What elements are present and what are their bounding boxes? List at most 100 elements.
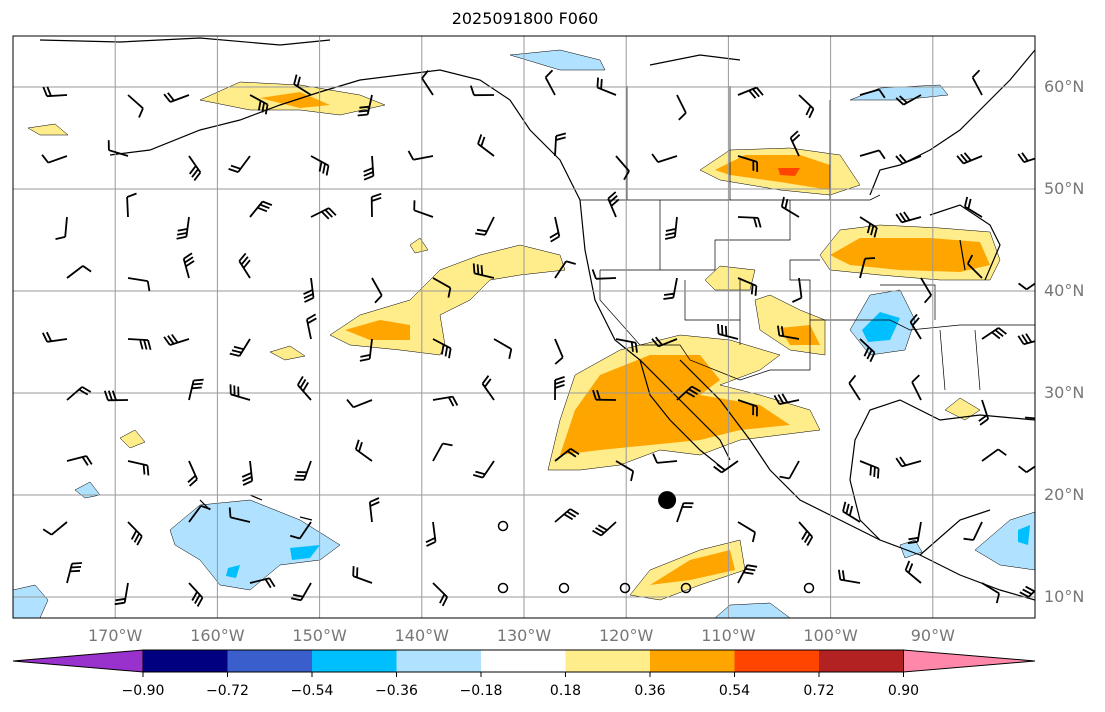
graticule <box>13 36 1035 618</box>
coastlines <box>39 37 1035 601</box>
wind-barb <box>103 390 129 402</box>
wind-barb <box>354 439 373 462</box>
wind-barb <box>1018 282 1035 291</box>
wind-barb <box>310 207 337 220</box>
latitude-label: 50°N <box>1044 179 1085 198</box>
wind-barb <box>777 325 800 340</box>
wind-barb <box>966 254 983 279</box>
colorbar-tick-label: 0.54 <box>718 683 751 699</box>
longitude-label: 110°W <box>701 626 756 645</box>
wind-barb <box>713 460 739 474</box>
wind-barb <box>798 521 814 546</box>
wind-barb <box>615 338 638 353</box>
wind-barb <box>554 132 567 157</box>
wind-barb <box>127 338 152 351</box>
wind-barb <box>895 94 922 106</box>
wind-barb <box>41 154 68 164</box>
calm-wind-circle <box>558 582 570 594</box>
colorbar-tick-label: 0.90 <box>887 683 920 699</box>
wind-barb <box>904 560 922 584</box>
wind-barb <box>859 338 876 363</box>
wind-barb <box>370 192 382 218</box>
wind-barb <box>238 252 251 279</box>
wind-barb <box>163 333 190 346</box>
wind-barb <box>615 460 635 482</box>
wind-barb <box>838 569 861 584</box>
wind-barb <box>182 252 195 279</box>
wind-barb <box>981 327 1007 340</box>
longitude-label: 120°W <box>599 626 654 645</box>
colorbar-swatch <box>481 650 566 672</box>
wind-barb <box>229 384 251 401</box>
longitude-label: 170°W <box>88 626 143 645</box>
wind-barb <box>717 323 739 340</box>
wind-barb <box>895 456 922 468</box>
wind-barb <box>42 521 68 536</box>
wind-barb <box>859 460 880 479</box>
calm-wind-circle <box>497 582 509 594</box>
wind-barb <box>41 331 68 343</box>
wind-barbs <box>41 69 1035 607</box>
wind-barb <box>293 74 312 96</box>
colorbar-swatch <box>819 650 904 672</box>
colorbar-swatch <box>227 650 313 672</box>
latitude-label: 60°N <box>1044 77 1085 96</box>
wind-barb <box>127 277 151 292</box>
wind-barb <box>352 566 373 584</box>
colorbar-swatch <box>565 650 651 672</box>
wind-barb <box>1018 465 1035 474</box>
wind-barb <box>554 260 576 279</box>
wind-barb <box>127 94 144 118</box>
longitude-label: 90°W <box>910 626 955 645</box>
wind-barb <box>469 85 495 97</box>
wind-barb <box>249 94 269 115</box>
wind-barb <box>55 216 68 240</box>
wind-barb <box>592 521 617 537</box>
wind-barb <box>964 196 983 218</box>
wind-barb <box>549 216 561 243</box>
wind-barb <box>554 508 580 523</box>
longitude-label: 150°W <box>292 626 347 645</box>
wind-barb <box>368 497 380 523</box>
negative-anomaly-contours <box>13 49 1035 618</box>
wind-barb <box>779 460 800 480</box>
wind-barb <box>66 455 93 466</box>
wind-barb <box>432 277 452 298</box>
wind-barb <box>126 192 137 218</box>
wind-barb <box>971 69 983 96</box>
colorbar-swatch <box>312 650 397 672</box>
wind-barb <box>310 155 330 176</box>
wind-barb <box>780 196 800 218</box>
wind-barb <box>346 399 373 409</box>
wind-barb <box>554 376 565 401</box>
colorbar <box>12 649 1036 677</box>
colorbar-swatch <box>650 650 735 672</box>
wind-barb <box>291 582 312 602</box>
colorbar-tick-label: −0.72 <box>206 683 249 699</box>
positive-anomaly-contours <box>27 81 1001 601</box>
wind-barb <box>303 277 315 303</box>
calm-wind-circle <box>803 582 815 594</box>
latitude-label: 20°N <box>1044 485 1085 504</box>
wind-barb <box>472 263 495 279</box>
colorbar-tick-label: −0.54 <box>290 683 334 699</box>
wind-barb <box>249 577 276 589</box>
wind-barb <box>676 385 701 401</box>
wind-barb <box>472 460 495 479</box>
wind-barb <box>848 374 861 401</box>
wind-barb <box>289 521 312 540</box>
wind-barb <box>909 313 922 340</box>
wind-barb <box>907 521 922 545</box>
wind-barb <box>371 277 383 304</box>
wind-barb <box>859 216 878 238</box>
wind-barb <box>895 153 922 165</box>
wind-barb <box>859 149 886 160</box>
wind-barb <box>493 338 513 359</box>
colorbar-tick-label: −0.90 <box>121 683 165 699</box>
wind-barb <box>66 562 83 584</box>
wind-barb <box>481 375 495 401</box>
wind-barb <box>294 460 312 481</box>
wind-barb <box>249 200 273 218</box>
wind-barb <box>1017 333 1035 346</box>
